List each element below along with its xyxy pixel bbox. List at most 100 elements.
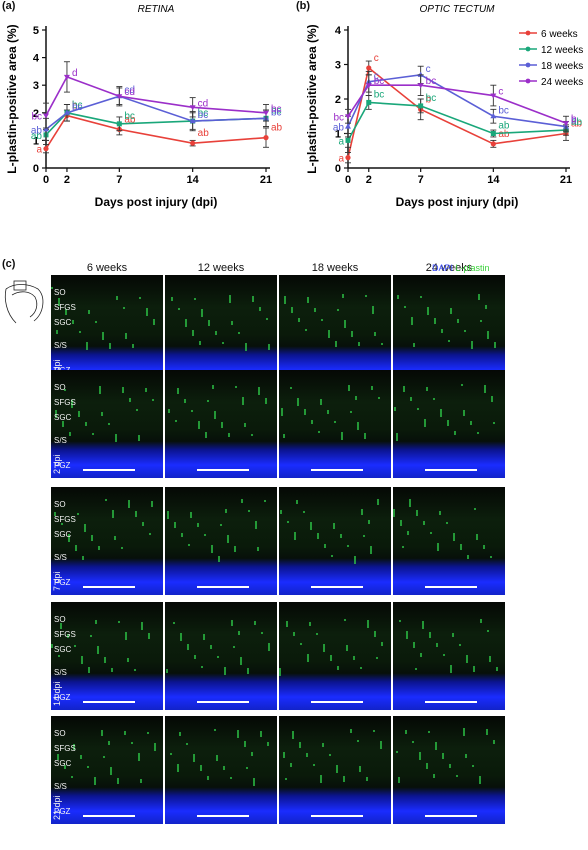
- data-point: [43, 113, 49, 119]
- data-point: [116, 121, 122, 127]
- lplastin-signal: [331, 555, 333, 557]
- significance-letter: b: [571, 116, 577, 127]
- lplastin-signal: [194, 655, 196, 659]
- micrograph-image: SO SFGS SGC S/S PGZ 21 dpi: [51, 716, 163, 824]
- lplastin-signal: [340, 534, 342, 538]
- lplastin-signal: [476, 534, 478, 540]
- lplastin-signal: [353, 656, 355, 660]
- lplastin-signal: [366, 777, 368, 781]
- x-tick-label: 7: [116, 174, 122, 186]
- lplastin-signal: [179, 732, 181, 736]
- lplastin-signal: [117, 778, 119, 784]
- scale-bar: [197, 701, 249, 703]
- layer-label: SO: [54, 499, 66, 509]
- lplastin-signal: [407, 531, 409, 535]
- significance-letter: a: [338, 136, 344, 147]
- data-point: [366, 65, 372, 71]
- significance-letter: bc: [374, 76, 385, 87]
- lplastin-signal: [166, 669, 168, 673]
- lplastin-signal: [127, 658, 129, 662]
- significance-letter: ab: [498, 129, 510, 140]
- lplastin-signal: [255, 521, 257, 529]
- lplastin-signal: [177, 764, 179, 772]
- layer-label: SO: [54, 382, 66, 392]
- x-tick-label: 0: [345, 174, 351, 186]
- lplastin-signal: [99, 386, 101, 394]
- lplastin-signal: [350, 729, 352, 733]
- significance-letter: bc: [198, 108, 209, 119]
- y-axis-label: L-plastin-positive area (%): [5, 24, 19, 173]
- lplastin-signal: [154, 743, 156, 751]
- lplastin-signal: [299, 742, 301, 748]
- lplastin-signal: [257, 547, 259, 551]
- micrograph-image: [279, 370, 391, 478]
- lplastin-signal: [463, 728, 465, 736]
- data-point: [345, 123, 351, 129]
- lplastin-signal: [97, 646, 99, 654]
- significance-letter: ab: [124, 114, 136, 125]
- lplastin-signal: [92, 433, 94, 435]
- x-tick-label: 14: [487, 174, 500, 186]
- lplastin-signal: [147, 732, 149, 734]
- micrograph-image: [165, 602, 277, 710]
- lplastin-signal: [227, 535, 229, 543]
- significance-letter: bc: [31, 112, 42, 123]
- x-tick-label: 2: [366, 174, 372, 186]
- lplastin-signal: [477, 432, 479, 434]
- chart-title: OPTIC TECTUM: [420, 4, 496, 15]
- lplastin-signal: [485, 305, 487, 309]
- lplastin-signal: [247, 668, 249, 674]
- y-tick-label: 4: [33, 53, 40, 65]
- lplastin-signal: [207, 400, 209, 402]
- data-point: [116, 94, 123, 100]
- lplastin-signal: [305, 329, 307, 331]
- brain-schematic-icon: [4, 280, 44, 324]
- lplastin-signal: [268, 344, 270, 350]
- scale-bar: [311, 469, 363, 471]
- lplastin-signal: [221, 422, 223, 428]
- layer-label: S/S: [54, 435, 67, 445]
- scale-bar: [311, 586, 363, 588]
- micrograph-image: [279, 602, 391, 710]
- row-label: 21 dpi: [52, 795, 62, 820]
- significance-letter: a: [36, 145, 42, 156]
- legend-item: 12 weeks: [519, 45, 583, 56]
- data-point: [490, 93, 497, 99]
- lplastin-signal: [146, 308, 148, 316]
- lplastin-signal: [416, 510, 418, 516]
- lplastin-signal: [433, 398, 435, 400]
- data-point: [263, 110, 269, 116]
- lplastin-signal: [218, 556, 220, 562]
- lplastin-signal: [286, 621, 288, 627]
- lplastin-signal: [298, 318, 300, 322]
- lplastin-signal: [56, 330, 58, 334]
- lplastin-signal: [285, 778, 287, 780]
- lplastin-signal: [135, 511, 137, 517]
- scale-bar: [197, 469, 249, 471]
- lplastin-signal: [290, 387, 292, 389]
- lplastin-signal: [467, 555, 469, 559]
- lplastin-signal: [58, 298, 60, 306]
- lplastin-signal: [405, 730, 407, 734]
- layer-label: PGZ: [54, 577, 71, 587]
- lplastin-signal: [420, 296, 422, 298]
- micrograph-image: [165, 716, 277, 824]
- lplastin-signal: [283, 434, 285, 438]
- data-point: [190, 140, 196, 146]
- significance-letter: ab: [198, 128, 210, 139]
- lplastin-signal: [343, 776, 345, 782]
- lplastin-signal: [173, 622, 175, 624]
- lplastin-signal: [368, 520, 370, 524]
- data-point: [263, 135, 269, 141]
- row-label: 14 dpi: [52, 681, 62, 706]
- lplastin-signal: [54, 512, 56, 516]
- lplastin-signal: [473, 666, 475, 672]
- lplastin-signal: [78, 411, 80, 417]
- lplastin-signal: [197, 523, 199, 527]
- lplastin-signal: [470, 421, 472, 425]
- column-header: 6 weeks: [86, 262, 128, 274]
- lplastin-signal: [140, 779, 142, 783]
- lplastin-signal: [322, 743, 324, 747]
